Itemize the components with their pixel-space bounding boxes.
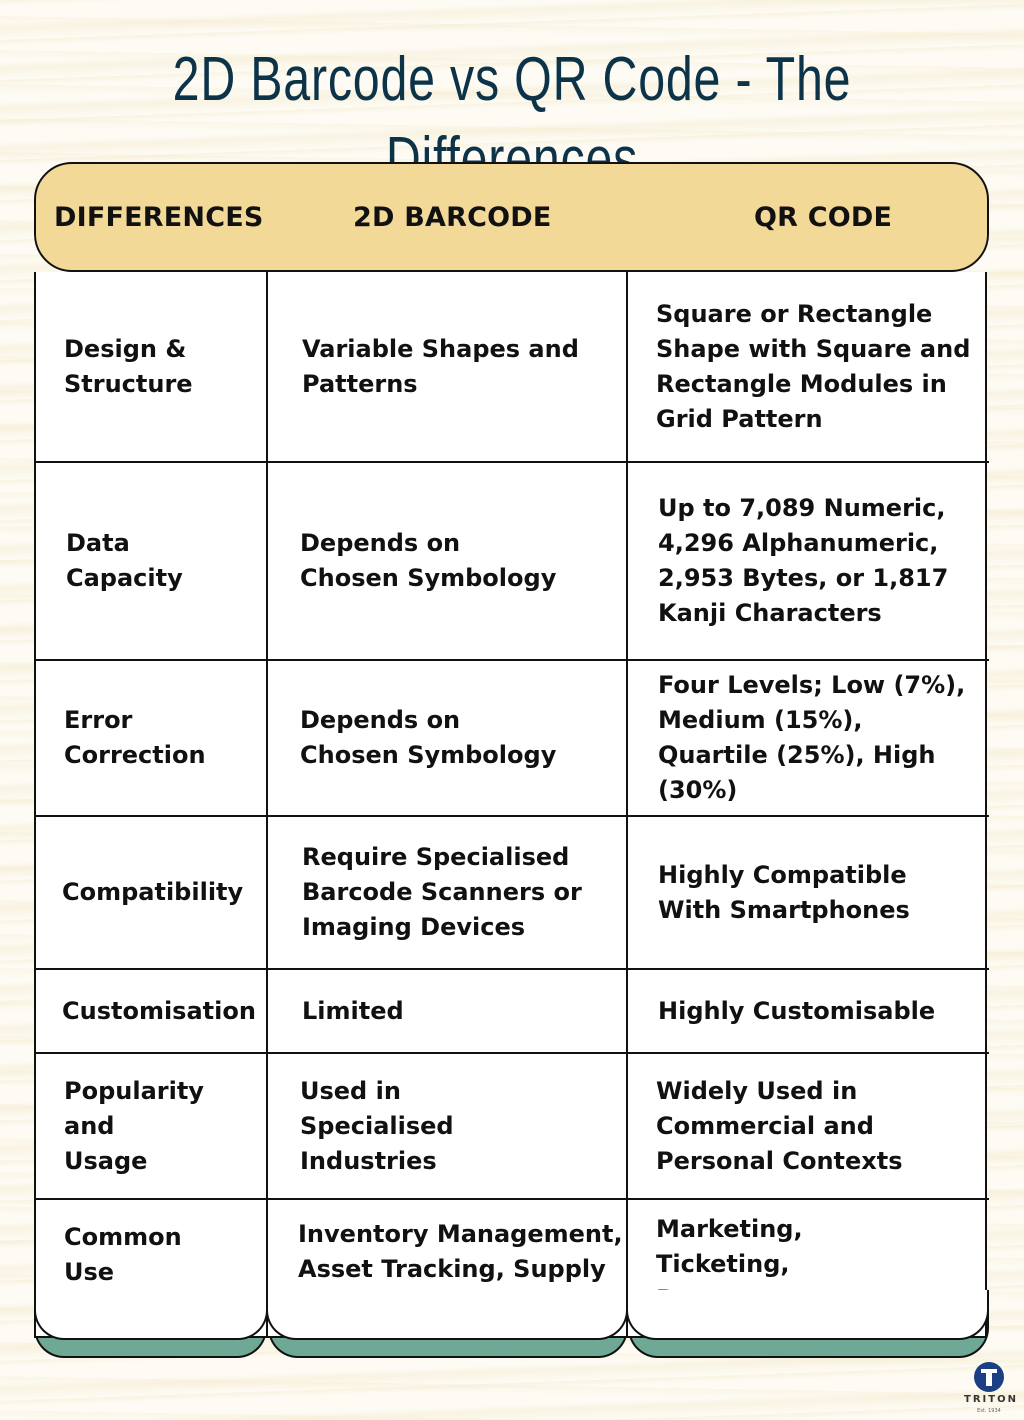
table-row: Design & Structure Variable Shapes and P… <box>36 272 989 463</box>
logo-t-stem <box>986 1373 992 1386</box>
table-header: DIFFERENCES 2D BARCODE QR CODE <box>34 162 989 272</box>
header-differences: DIFFERENCES <box>54 201 264 233</box>
cell-feature: Customisation <box>62 996 256 1025</box>
table-row: Compatibility Require Specialised Barcod… <box>36 817 989 970</box>
cell-barcode: Depends on Chosen Symbology <box>300 706 557 769</box>
cell-feature: Data Capacity <box>66 529 183 592</box>
cell-barcode: Variable Shapes and Patterns <box>302 334 579 398</box>
cell-qr: Up to 7,089 Numeric, 4,296 Alphanumeric,… <box>658 494 949 627</box>
cell-feature: Popularity and Usage <box>64 1076 204 1175</box>
triton-logo: TRITON Est. 1934 <box>964 1362 1018 1420</box>
page-title: 2D Barcode vs QR Code - The Differences <box>172 45 852 194</box>
cell-qr: Highly Customisable <box>658 996 936 1025</box>
table-row: Customisation Limited Highly Customisabl… <box>36 970 989 1054</box>
column-bottom-differences <box>34 1290 268 1340</box>
cell-qr: Four Levels; Low (7%), Medium (15%), Qua… <box>658 671 966 804</box>
cell-feature: Compatibility <box>62 878 244 906</box>
column-divider <box>266 272 268 1338</box>
cell-qr: Widely Used in Commercial and Personal C… <box>656 1076 903 1175</box>
cell-feature: Error Correction <box>64 706 206 769</box>
table-row: Data Capacity Depends on Chosen Symbolog… <box>36 463 989 661</box>
header-qr-code: QR CODE <box>754 201 893 233</box>
logo-name: TRITON <box>964 1394 1018 1405</box>
cell-qr: Square or Rectangle Shape with Square an… <box>656 299 971 433</box>
cell-barcode: Limited <box>302 996 404 1025</box>
cell-barcode: Depends on Chosen Symbology <box>300 529 557 592</box>
cell-barcode: Require Specialised Barcode Scanners or … <box>302 843 582 941</box>
cell-barcode: Inventory Management, Asset Tracking, Su… <box>298 1219 623 1318</box>
cell-feature: Design & Structure <box>64 334 193 398</box>
table-row: Error Correction Depends on Chosen Symbo… <box>36 661 989 817</box>
logo-tagline: Est. 1934 <box>977 1408 1001 1414</box>
column-bottom-2d-barcode <box>266 1290 628 1340</box>
cell-barcode: Used in Specialised Industries <box>300 1076 454 1175</box>
logo-t-bar <box>981 1369 997 1373</box>
column-bottom-qr-code <box>626 1290 989 1340</box>
table-body: Design & Structure Variable Shapes and P… <box>34 272 989 1338</box>
header-2d-barcode: 2D BARCODE <box>353 201 552 233</box>
cell-qr: Highly Compatible With Smartphones <box>658 860 910 924</box>
table-row: Popularity and Usage Used in Specialised… <box>36 1054 989 1200</box>
column-divider <box>626 272 628 1338</box>
